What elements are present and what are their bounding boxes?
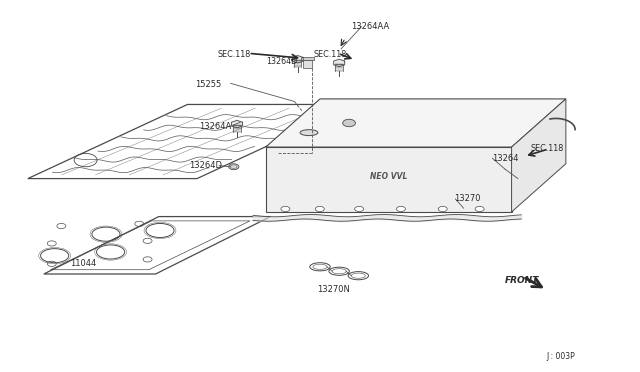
Circle shape [438, 206, 447, 212]
Text: 13264AA: 13264AA [351, 22, 389, 31]
Text: SEC.118: SEC.118 [314, 50, 347, 59]
Text: 13270: 13270 [454, 195, 481, 203]
Circle shape [475, 206, 484, 212]
Circle shape [342, 119, 355, 127]
Text: 13264D: 13264D [189, 161, 222, 170]
Text: NEO VVL: NEO VVL [370, 172, 407, 181]
Circle shape [228, 164, 239, 170]
Text: 13264A: 13264A [198, 122, 231, 131]
Text: FRONT: FRONT [505, 276, 540, 285]
Ellipse shape [300, 130, 318, 136]
Polygon shape [266, 99, 566, 147]
Text: 15255: 15255 [195, 80, 221, 89]
Circle shape [316, 206, 324, 212]
Circle shape [355, 206, 364, 212]
Polygon shape [333, 59, 345, 67]
Text: SEC.118: SEC.118 [531, 144, 564, 153]
Text: 13264: 13264 [492, 154, 519, 163]
Text: 13270N: 13270N [317, 285, 349, 294]
Bar [301, 57, 314, 60]
Polygon shape [266, 147, 511, 212]
Text: 11044: 11044 [70, 259, 96, 268]
Polygon shape [232, 121, 243, 128]
Polygon shape [292, 55, 303, 63]
Text: SEC.118: SEC.118 [218, 50, 251, 59]
Text: J : 003P: J : 003P [547, 352, 575, 361]
Text: 13264D: 13264D [266, 57, 297, 66]
Circle shape [281, 206, 290, 212]
Bar [303, 60, 312, 68]
Circle shape [396, 206, 405, 212]
Polygon shape [511, 99, 566, 212]
